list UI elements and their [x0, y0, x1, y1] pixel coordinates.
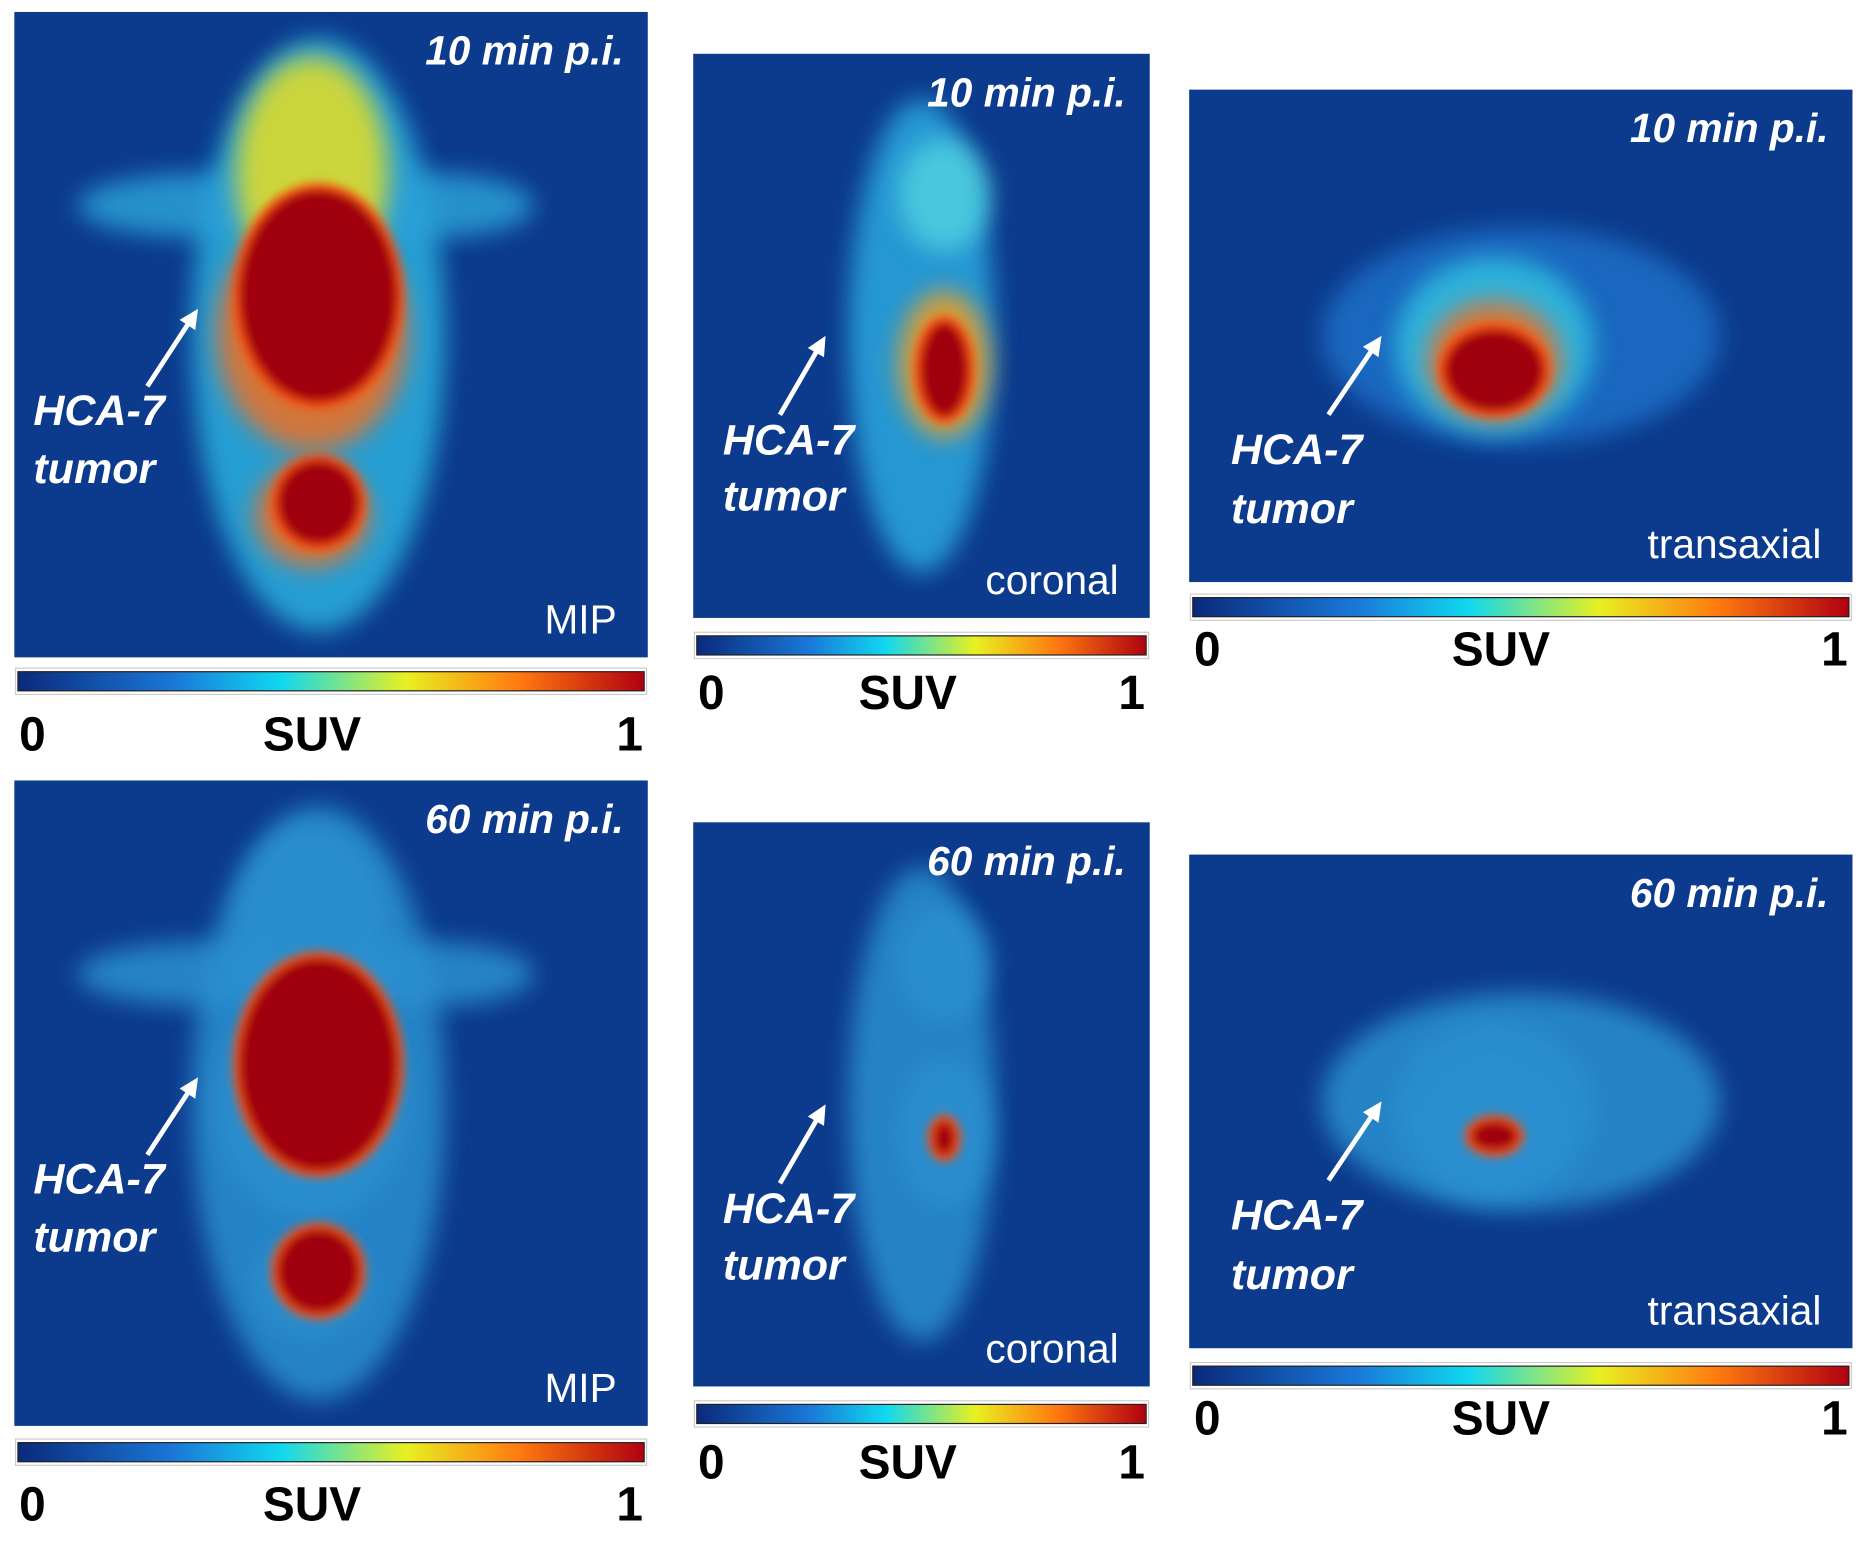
hot-spot [271, 1222, 366, 1320]
time-label: 10 min p.i. [927, 69, 1126, 115]
colorbar-label: SUV [1452, 1392, 1550, 1445]
arrow-shaft [1326, 1109, 1377, 1182]
uptake-region [898, 138, 990, 252]
colorbar [17, 1442, 645, 1463]
annotation: tumor [33, 445, 157, 493]
colorbar-min: 0 [19, 709, 46, 762]
colorbar-max: 1 [616, 1478, 643, 1531]
panel: 10 min p.i. coronal HCA-7 tumor 0 SUV 1 [693, 53, 1150, 720]
annotation: tumor [723, 473, 847, 521]
time-label: 10 min p.i. [1630, 105, 1829, 151]
panel: 10 min p.i. transaxial HCA-7 tumor 0 SUV 1 [1189, 89, 1853, 677]
annotation: HCA-7 [1231, 426, 1365, 474]
view-label: coronal [985, 557, 1118, 603]
view-label: MIP [544, 1365, 616, 1411]
arrow-head [1362, 335, 1382, 358]
colorbar-min: 0 [698, 667, 725, 720]
view-label: transaxial [1648, 1287, 1822, 1333]
arrow-head [1362, 1101, 1382, 1123]
colorbar [696, 635, 1147, 656]
arrow-head [179, 308, 199, 331]
arrow-shaft [145, 1086, 194, 1157]
colorbar-max: 1 [616, 709, 643, 762]
arrow-shaft [145, 317, 194, 388]
colorbar-label: SUV [1452, 624, 1550, 677]
hot-spot [913, 315, 975, 424]
colorbar-min: 0 [698, 1436, 725, 1489]
annotation: HCA-7 [723, 1185, 857, 1233]
hot-spot [233, 183, 404, 409]
annotation: tumor [33, 1214, 157, 1262]
annotation: HCA-7 [723, 416, 857, 464]
arrow-head [179, 1077, 199, 1099]
uptake-region [898, 906, 990, 1020]
hot-spot [927, 1114, 961, 1162]
colorbar [17, 671, 645, 692]
colorbar-max: 1 [1118, 667, 1145, 720]
colorbar-max: 1 [1821, 624, 1848, 677]
time-label: 60 min p.i. [425, 796, 624, 842]
colorbar-label: SUV [263, 1478, 361, 1531]
annotation: tumor [723, 1241, 847, 1289]
annotation: tumor [1231, 1251, 1355, 1299]
time-label: 60 min p.i. [927, 838, 1126, 884]
colorbar-label: SUV [263, 709, 361, 762]
colorbar [696, 1403, 1147, 1425]
time-label: 10 min p.i. [425, 28, 624, 74]
hot-spot [233, 951, 404, 1178]
colorbar [1192, 1365, 1850, 1386]
hot-spot [1464, 1115, 1524, 1157]
time-label: 60 min p.i. [1630, 870, 1829, 916]
colorbar-max: 1 [1821, 1392, 1848, 1445]
hot-spot [271, 454, 366, 551]
hot-spot [1438, 323, 1551, 418]
panel: 60 min p.i. transaxial HCA-7 tumor 0 SUV 1 [1189, 854, 1853, 1445]
annotation: HCA-7 [1231, 1192, 1365, 1240]
colorbar-max: 1 [1118, 1436, 1145, 1489]
arrow-shaft [1326, 344, 1377, 416]
view-label: coronal [985, 1326, 1118, 1372]
view-label: MIP [544, 596, 616, 642]
annotation: HCA-7 [33, 1156, 167, 1204]
panel: 60 min p.i. coronal HCA-7 tumor 0 SUV 1 [693, 822, 1150, 1489]
arrow-shaft [777, 1113, 822, 1185]
arrow-head [807, 335, 826, 358]
colorbar-label: SUV [859, 1436, 957, 1489]
colorbar-min: 0 [1194, 624, 1221, 677]
annotation: HCA-7 [33, 387, 167, 435]
panel: 60 min p.i. MIP HCA-7 tumor 0 SUV 1 [14, 780, 648, 1531]
colorbar-min: 0 [1194, 1392, 1221, 1445]
colorbar-min: 0 [19, 1478, 46, 1531]
panel: 10 min p.i. MIP HCA-7 tumor 0 SUV 1 [14, 11, 648, 762]
view-label: transaxial [1648, 521, 1822, 567]
arrow-shaft [777, 345, 822, 417]
annotation: tumor [1231, 485, 1355, 533]
arrow-head [807, 1104, 826, 1126]
colorbar [1192, 597, 1850, 618]
colorbar-label: SUV [859, 667, 957, 720]
